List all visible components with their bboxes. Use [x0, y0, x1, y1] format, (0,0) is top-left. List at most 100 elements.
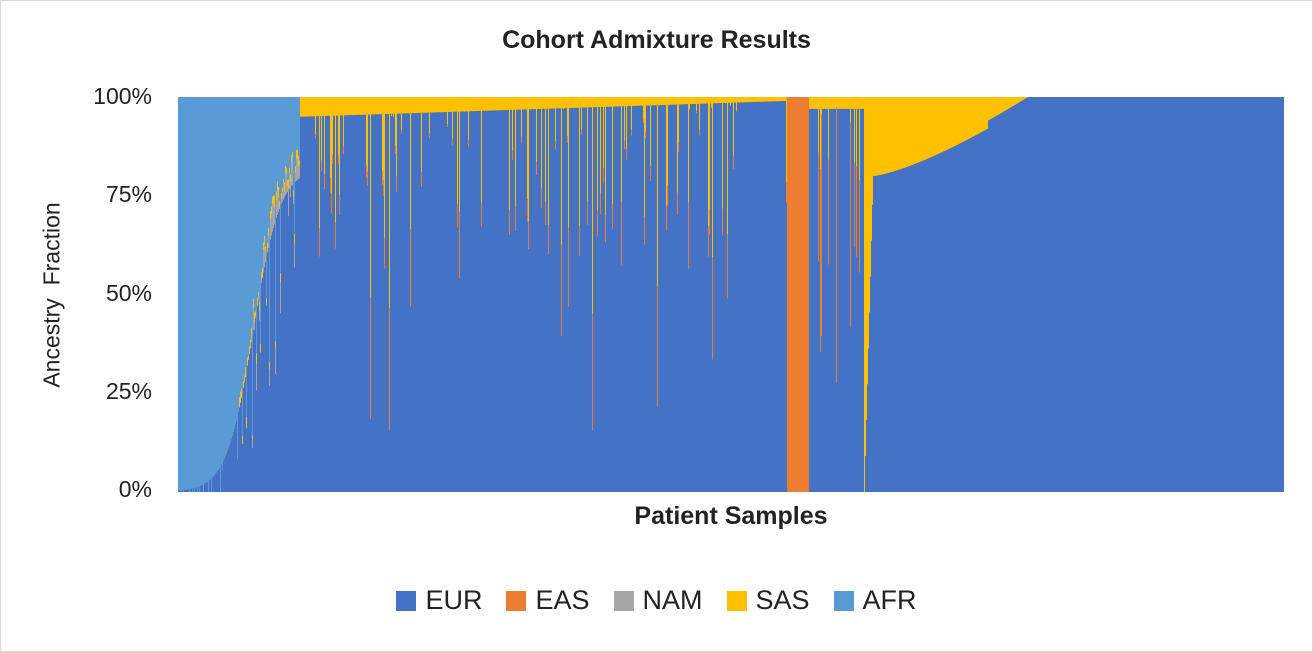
bar-segment-eur [386, 113, 388, 492]
bar-segment-eur [441, 112, 443, 492]
bar-segment-sas [325, 97, 327, 116]
bar-segment-eas [396, 176, 398, 192]
bar-segment-sas [686, 97, 688, 105]
bar-segment-eur [374, 114, 376, 492]
bar-segment-eur [437, 112, 439, 492]
bar-segment-sas [372, 97, 374, 115]
bar-segment-eur [1189, 97, 1191, 492]
bar-segment-sas [254, 312, 256, 323]
bar-segment-nam [277, 190, 279, 215]
bar-segment-sas [858, 97, 860, 109]
bar-segment-eur [257, 306, 259, 492]
bar-segment-sas [341, 97, 343, 116]
bar-segment-sas [844, 97, 846, 109]
bar-segment-eur [677, 214, 679, 492]
bar-segment-eas [512, 150, 514, 161]
bar-segment-sas [447, 97, 449, 125]
bar-segment-sas [830, 97, 832, 109]
bar-segment-eur [892, 171, 894, 492]
bar-segment-sas [534, 97, 536, 110]
bar-segment-eur [963, 141, 965, 492]
bar-segment-sas [643, 97, 645, 120]
bar-segment-eur [663, 104, 665, 492]
legend: EUR EAS NAM SAS AFR [0, 585, 1313, 616]
bar-segment-sas [775, 97, 777, 102]
bar-segment-eur [554, 108, 556, 492]
bar-segment-afr [244, 97, 246, 376]
bar-segment-eur [1175, 97, 1177, 492]
bar-segment-sas [473, 97, 475, 112]
bar-segment-eur [687, 104, 689, 492]
bar-segment-sas [817, 97, 819, 109]
bar-segment-eur [763, 101, 765, 492]
bar-segment-eur [347, 115, 349, 492]
bar-segment-sas [773, 97, 775, 102]
bar-segment-sas [851, 97, 853, 109]
bar-segment-sas [615, 97, 617, 107]
bar-segment-eur [883, 174, 885, 492]
bar-segment-eur [607, 106, 609, 492]
bar-segment-eur [905, 167, 907, 492]
bar-segment-sas [462, 97, 464, 112]
bar-segment-eur [516, 109, 518, 492]
bar-segment-eur [387, 113, 389, 492]
bar-segment-eur [361, 114, 363, 492]
bar-segment-eur [1034, 97, 1036, 492]
bar-segment-eur [888, 172, 890, 492]
bar-segment-sas [812, 97, 814, 109]
bar-segment-eur [589, 107, 591, 492]
bar-segment-sas [547, 97, 549, 109]
bar-segment-sas [607, 97, 609, 107]
bar-segment-sas [267, 243, 269, 252]
bar-segment-sas [464, 97, 466, 112]
bar-segment-eur [1017, 103, 1019, 492]
bar-segment-eur [1134, 97, 1136, 492]
bar-segment-nam [298, 167, 300, 180]
bar-segment-eur [1225, 97, 1227, 492]
bar-segment-eas [612, 204, 614, 229]
bar-segment-eur [1001, 112, 1003, 492]
bar-segment-sas [438, 97, 440, 113]
bar-segment-afr [295, 97, 297, 167]
bar-segment-eur [530, 109, 532, 492]
bar-segment-sas [401, 97, 403, 130]
bar-segment-sas [416, 97, 418, 113]
bar-segment-eur [831, 108, 833, 492]
bar-segment-eur [739, 102, 741, 492]
bar-segment-eur [461, 111, 463, 492]
bar-segment-eur [1079, 97, 1081, 492]
bar-segment-eur [1090, 97, 1092, 492]
bar-segment-eur [652, 105, 654, 492]
bar-segment-sas [779, 97, 781, 102]
bar-segment-eur [629, 106, 631, 492]
bar-segment-afr [226, 97, 228, 454]
bar-segment-eur [577, 107, 579, 492]
bar-segment-eur [453, 111, 455, 492]
bar-segment-eur [310, 116, 312, 492]
bar-segment-sas [684, 97, 686, 105]
bar-segment-sas [771, 97, 773, 102]
bar-segment-eur [1121, 97, 1123, 492]
bar-segment-eur [814, 108, 816, 492]
bar-segment-eur [752, 102, 754, 492]
bar-segment-eur [395, 153, 397, 492]
bar-segment-nam [276, 200, 278, 218]
bar-segment-nam [268, 236, 270, 249]
bar-segment-eur [352, 115, 354, 492]
bar-segment-eur [714, 103, 716, 492]
bar-segment-sas [828, 97, 830, 160]
bar-segment-eur [231, 439, 233, 492]
bar-segment-eur [193, 488, 195, 492]
bar-segment-sas [750, 97, 752, 103]
bar-segment-eur [820, 351, 822, 492]
bar-segment-eur [321, 171, 323, 492]
bar-segment-sas [399, 97, 401, 114]
bar-segment-sas [394, 97, 396, 114]
bar-segment-sas [626, 97, 628, 150]
bar-segment-eur [265, 262, 267, 492]
y-tick-25: 25% [105, 378, 152, 404]
bar-segment-eur [430, 112, 432, 492]
bar-segment-sas [595, 97, 597, 108]
bar-segment-eur [468, 147, 470, 492]
bar-segment-afr [250, 97, 252, 340]
